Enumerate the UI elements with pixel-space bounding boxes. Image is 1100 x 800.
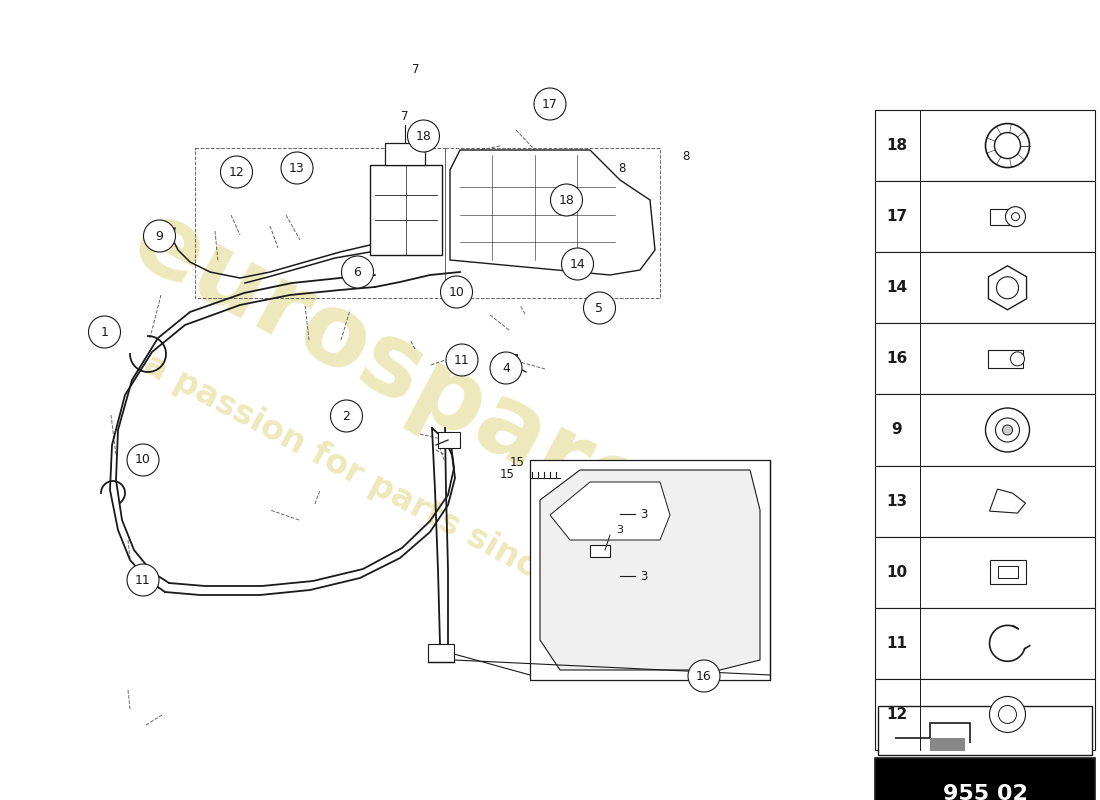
Text: 14: 14 [570, 258, 585, 270]
Text: 18: 18 [887, 138, 907, 153]
Bar [874, 181, 1094, 252]
Text: 11: 11 [454, 354, 470, 366]
Text: 8: 8 [618, 162, 626, 174]
Text: 16: 16 [887, 351, 907, 366]
Text: a passion for parts since 1985: a passion for parts since 1985 [138, 348, 654, 644]
Circle shape [440, 276, 473, 308]
Text: 15: 15 [510, 457, 525, 470]
Circle shape [446, 344, 478, 376]
Text: 13: 13 [289, 162, 305, 174]
Text: 10: 10 [887, 565, 907, 580]
Circle shape [143, 220, 176, 252]
Text: 17: 17 [542, 98, 558, 110]
Polygon shape [550, 482, 670, 540]
Text: 13: 13 [887, 494, 907, 509]
Text: 4: 4 [502, 362, 510, 374]
Text: 18: 18 [559, 194, 574, 206]
Circle shape [996, 418, 1020, 442]
Bar [990, 209, 1012, 225]
Text: 18: 18 [416, 130, 431, 142]
Text: 17: 17 [887, 209, 907, 224]
Text: 9: 9 [892, 422, 902, 438]
Text: 8: 8 [682, 150, 690, 162]
Circle shape [986, 408, 1030, 452]
Circle shape [1002, 425, 1012, 435]
Bar [428, 644, 454, 662]
Text: 7: 7 [412, 63, 419, 76]
Circle shape [997, 277, 1019, 298]
Text: 16: 16 [696, 670, 712, 682]
Circle shape [341, 256, 374, 288]
Circle shape [688, 660, 720, 692]
Circle shape [534, 88, 566, 120]
Polygon shape [930, 738, 965, 751]
Bar [385, 143, 425, 165]
Circle shape [1011, 352, 1024, 366]
Bar [503, 354, 517, 370]
Text: 2: 2 [342, 410, 351, 422]
Circle shape [88, 316, 121, 348]
Text: 12: 12 [887, 707, 907, 722]
Bar [874, 679, 1094, 750]
Text: 3: 3 [616, 525, 624, 535]
Circle shape [999, 706, 1016, 723]
Bar [874, 537, 1094, 608]
Polygon shape [540, 470, 760, 670]
Text: 15: 15 [500, 469, 515, 482]
FancyBboxPatch shape [878, 706, 1092, 755]
Bar [874, 466, 1094, 537]
Bar [990, 560, 1025, 584]
Bar [874, 394, 1094, 466]
Polygon shape [989, 266, 1026, 310]
Text: 3: 3 [640, 508, 648, 521]
Circle shape [1005, 206, 1025, 226]
Bar [998, 566, 1018, 578]
Text: 1: 1 [100, 326, 109, 338]
Circle shape [407, 120, 440, 152]
Text: eurospares: eurospares [117, 193, 719, 575]
Text: 11: 11 [135, 574, 151, 586]
Circle shape [994, 133, 1021, 158]
Text: 9: 9 [155, 230, 164, 242]
Circle shape [220, 156, 253, 188]
Bar [590, 545, 610, 557]
Circle shape [583, 292, 616, 324]
Circle shape [1012, 213, 1020, 221]
Polygon shape [990, 489, 1025, 513]
Bar [370, 165, 442, 255]
Bar [988, 350, 1023, 368]
Circle shape [126, 444, 160, 476]
Bar [530, 460, 770, 680]
Text: 3: 3 [640, 570, 648, 582]
Circle shape [986, 123, 1030, 167]
Text: 6: 6 [353, 266, 362, 278]
FancyBboxPatch shape [874, 758, 1094, 800]
Text: 11: 11 [887, 636, 907, 651]
Bar [438, 432, 460, 448]
Circle shape [126, 564, 160, 596]
Text: 12: 12 [229, 166, 244, 178]
Bar [874, 323, 1094, 394]
Text: 14: 14 [887, 280, 907, 295]
Circle shape [330, 400, 363, 432]
Bar [874, 252, 1094, 323]
Circle shape [561, 248, 594, 280]
Text: 10: 10 [449, 286, 464, 298]
Text: 5: 5 [595, 302, 604, 314]
Circle shape [280, 152, 314, 184]
Circle shape [490, 352, 522, 384]
Text: 7: 7 [402, 110, 409, 123]
Circle shape [550, 184, 583, 216]
Text: 10: 10 [135, 454, 151, 466]
Bar [874, 110, 1094, 181]
Polygon shape [450, 150, 654, 275]
Bar [874, 608, 1094, 679]
Text: 955 02: 955 02 [943, 784, 1027, 800]
Circle shape [990, 697, 1025, 733]
